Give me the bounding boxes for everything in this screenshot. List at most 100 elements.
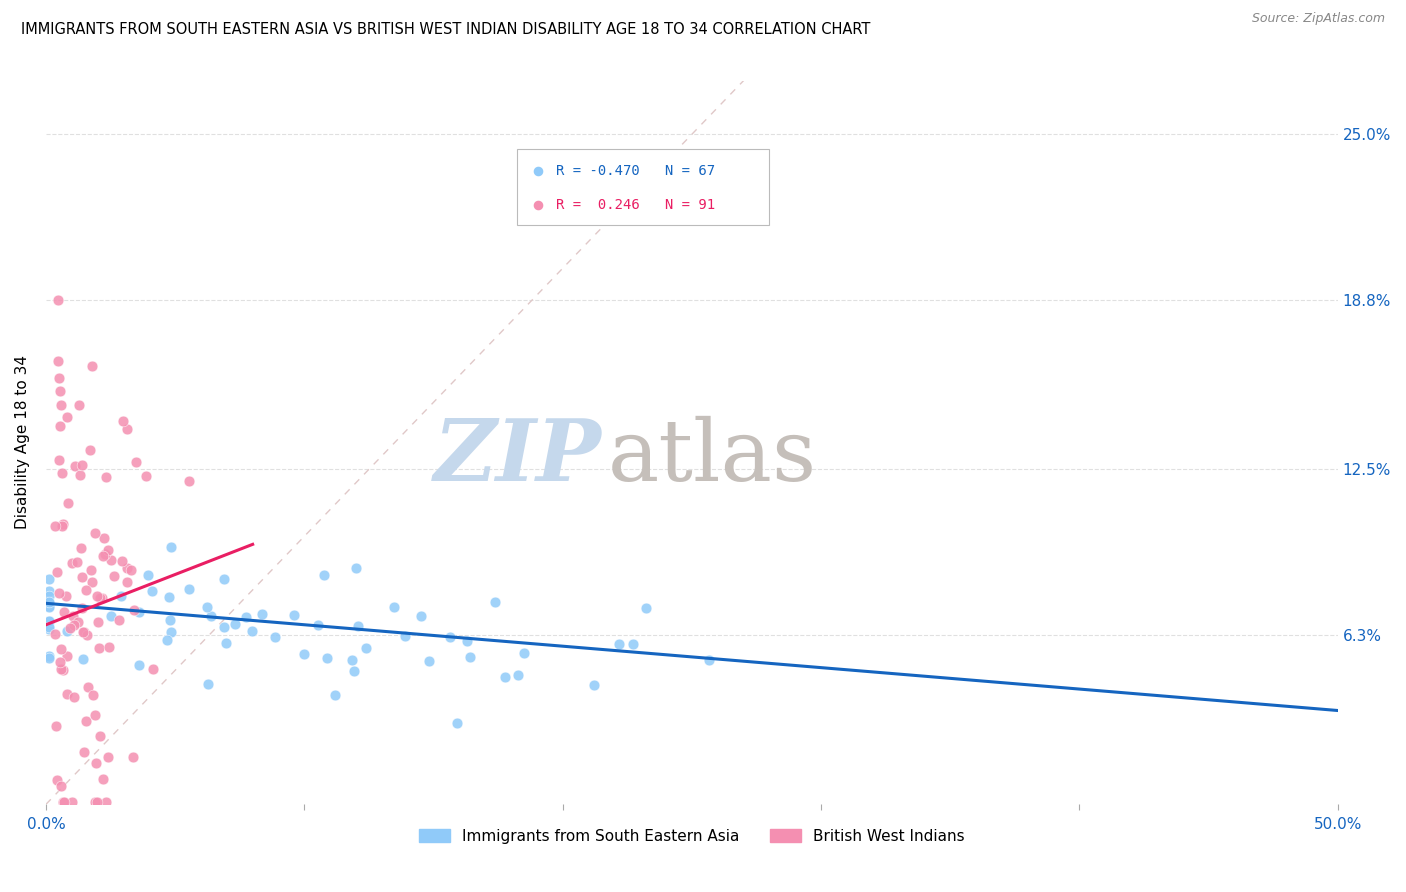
Text: R = -0.470   N = 67: R = -0.470 N = 67 (557, 164, 716, 178)
Point (59, 621, 82, 635)
Point (51, 662, 73, 676)
Point (72, 601, 94, 615)
Point (122, 603, 145, 617)
Point (89, 591, 111, 605)
Point (77, 680, 100, 694)
Point (446, 716, 468, 731)
Point (86, 795, 108, 809)
Point (67, 615, 90, 630)
Point (38, 595, 60, 609)
Point (94, 547, 117, 561)
Point (75, 714, 97, 728)
Point (94, 795, 117, 809)
Text: IMMIGRANTS FROM SOUTH EASTERN ASIA VS BRITISH WEST INDIAN DISABILITY AGE 18 TO 3: IMMIGRANTS FROM SOUTH EASTERN ASIA VS BR… (21, 22, 870, 37)
Point (177, 474, 200, 488)
Point (67, 398, 90, 412)
Point (53, 605, 76, 619)
Point (38, 615, 60, 629)
Point (65, 458, 87, 473)
Point (97, 750, 120, 764)
Point (292, 647, 315, 661)
Point (51, 466, 73, 480)
Point (343, 665, 366, 679)
Point (86, 756, 108, 770)
Point (212, 572, 235, 586)
Point (235, 609, 257, 624)
Point (108, 613, 131, 627)
Point (89, 729, 111, 743)
Point (55, 589, 77, 603)
Point (49, 779, 72, 793)
Legend: Immigrants from South Eastern Asia, British West Indians: Immigrants from South Eastern Asia, Brit… (419, 829, 965, 844)
Point (394, 629, 416, 643)
Point (62, 609, 84, 624)
Point (128, 658, 150, 673)
Point (91, 549, 114, 563)
Point (38, 651, 60, 665)
Point (121, 750, 143, 764)
Point (44, 518, 66, 533)
Point (48, 384, 70, 398)
Point (347, 619, 370, 633)
Point (621, 637, 644, 651)
Point (66, 555, 89, 569)
Point (38, 597, 60, 611)
Point (70, 570, 93, 584)
Point (484, 595, 506, 609)
Point (46, 354, 69, 368)
Point (56, 496, 79, 510)
Point (120, 563, 142, 577)
Point (38, 583, 60, 598)
Point (250, 607, 273, 622)
Point (458, 649, 481, 664)
Point (115, 575, 138, 590)
Point (49, 642, 72, 657)
Point (70, 458, 93, 473)
Point (38, 572, 60, 586)
Point (60, 556, 83, 570)
Point (73, 625, 96, 640)
Point (38, 589, 60, 603)
Point (69, 541, 91, 555)
Point (323, 688, 346, 702)
Point (80, 359, 103, 373)
Point (62, 618, 84, 632)
Point (177, 582, 200, 596)
Point (135, 469, 157, 483)
Point (697, 653, 720, 667)
Point (79, 443, 101, 458)
Point (200, 609, 222, 624)
Text: atlas: atlas (607, 416, 817, 499)
Point (157, 590, 180, 604)
Point (283, 608, 305, 623)
Point (215, 636, 238, 650)
Point (197, 677, 219, 691)
Point (82, 688, 104, 702)
Point (91, 772, 114, 787)
Point (382, 600, 405, 615)
Point (49, 418, 72, 433)
Point (160, 540, 183, 554)
Point (195, 599, 218, 614)
Point (240, 624, 263, 638)
Point (48, 586, 70, 600)
Point (48, 453, 70, 467)
Point (93, 531, 115, 545)
Point (115, 422, 138, 436)
Point (100, 552, 122, 566)
Point (98, 640, 121, 655)
Point (60, 795, 83, 809)
Point (224, 617, 246, 632)
Text: R =  0.246   N = 91: R = 0.246 N = 91 (557, 198, 716, 212)
Point (75, 583, 97, 598)
Point (51, 519, 73, 533)
Point (159, 624, 181, 639)
Point (52, 516, 75, 531)
Point (307, 618, 329, 632)
Point (87, 615, 110, 630)
Point (111, 554, 134, 568)
Point (316, 651, 339, 665)
Point (56, 624, 79, 638)
Point (84, 526, 107, 541)
Point (82, 574, 104, 589)
